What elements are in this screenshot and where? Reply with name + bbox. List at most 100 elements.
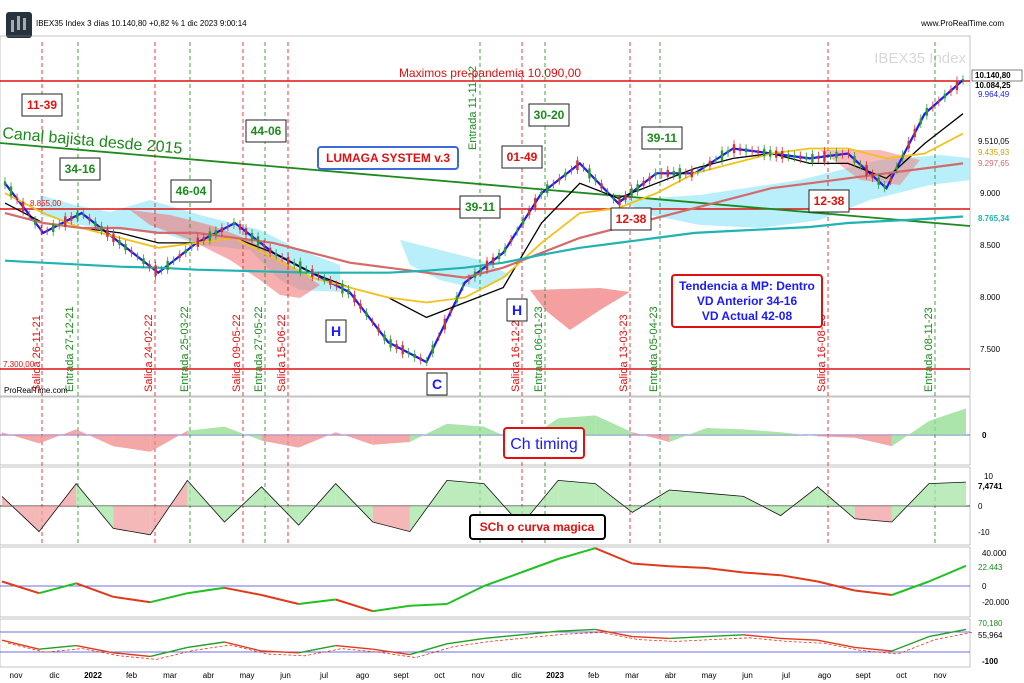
- candle-body: [317, 275, 320, 277]
- candle-body: [274, 253, 278, 256]
- candle-body: [443, 318, 447, 330]
- x-tick: dic: [49, 671, 59, 680]
- candle-body: [214, 230, 218, 236]
- indicator-area: [669, 428, 707, 442]
- x-tick: mar: [163, 671, 177, 680]
- candle-body: [576, 160, 579, 171]
- x-tick: ago: [818, 671, 832, 680]
- signal-label: Salida 09-05-22: [231, 314, 243, 392]
- candle-body: [359, 303, 362, 309]
- osc-segment: [150, 646, 188, 658]
- candle-body: [847, 153, 850, 155]
- indicator-area: [372, 435, 410, 445]
- app-icon: [6, 12, 32, 38]
- x-tick: sept: [393, 671, 409, 680]
- candle-body: [744, 148, 748, 153]
- osc-segment: [780, 637, 818, 641]
- signal-label: Entrada 27-12-21: [64, 306, 76, 392]
- candle-body: [606, 191, 609, 193]
- osc-signal: [7, 631, 973, 660]
- osc-segment: [113, 652, 151, 658]
- osc-segment: [150, 592, 188, 604]
- signal-label: Salida 13-03-23: [618, 314, 630, 392]
- watermark: IBEX35 Index: [874, 50, 966, 67]
- candle-body: [762, 148, 766, 157]
- osc-segment: [39, 644, 77, 650]
- candle-body: [299, 261, 302, 273]
- osc-segment: [854, 646, 892, 652]
- osc-segment: [520, 558, 559, 574]
- candle-body: [473, 271, 477, 278]
- annotation-label: 44-06: [251, 124, 282, 138]
- candle-body: [437, 336, 441, 338]
- x-tick: nov: [472, 671, 485, 680]
- candle-body: [871, 173, 874, 179]
- annotation-label: 46-04: [176, 184, 207, 198]
- candle-body: [738, 147, 742, 152]
- candle-body: [323, 278, 326, 281]
- x-tick: jun: [279, 671, 291, 680]
- candle-body: [118, 240, 121, 245]
- candle-body: [305, 269, 308, 271]
- candle-body: [449, 310, 453, 313]
- osc-segment: [521, 630, 559, 636]
- osc-segment: [928, 564, 967, 583]
- candle-body: [455, 295, 459, 303]
- candle-body: [853, 155, 856, 163]
- candle-body: [558, 178, 561, 181]
- candle-body: [256, 236, 260, 246]
- osc-segment: [669, 635, 707, 640]
- series-line-4: [4, 215, 964, 274]
- osc-segment: [335, 644, 373, 650]
- indicator-area: [39, 429, 77, 444]
- candle-body: [756, 150, 760, 154]
- osc-segment: [261, 650, 299, 654]
- x-tick: jun: [741, 671, 753, 680]
- candle-body: [503, 247, 507, 253]
- candle-body: [347, 289, 350, 295]
- indicator-area: [595, 415, 633, 435]
- candle-body: [781, 150, 784, 159]
- candle-body: [371, 321, 374, 323]
- candle-body: [365, 312, 368, 316]
- candle-body: [39, 228, 43, 232]
- indicator-area: [928, 482, 966, 506]
- osc-segment: [706, 634, 744, 638]
- candle-body: [949, 89, 953, 93]
- candle-body: [823, 151, 826, 162]
- x-tick: oct: [896, 671, 907, 680]
- indicator-area: [187, 426, 225, 435]
- osc-segment: [595, 628, 633, 638]
- candle-body: [793, 155, 796, 158]
- osc-segment: [891, 635, 930, 652]
- osc-segment: [557, 547, 596, 560]
- candle-body: [70, 216, 73, 221]
- candle-body: [540, 191, 543, 196]
- indicator-area: [150, 430, 188, 452]
- candle-body: [220, 227, 224, 233]
- site-url[interactable]: www.ProRealTime.com: [921, 19, 1004, 28]
- candle-body: [678, 168, 682, 179]
- candle-body: [148, 264, 151, 268]
- chart-title: IBEX35 Index 3 días 10.140,80 +0,82 % 1 …: [36, 19, 247, 28]
- candle-body: [497, 252, 501, 260]
- candle-body: [467, 278, 471, 281]
- price-tick: 9.964,49: [978, 90, 1010, 99]
- candle-body: [889, 178, 892, 182]
- ind3-tick: -20.000: [982, 598, 1010, 607]
- indicator-area: [891, 421, 929, 447]
- candle-body: [564, 172, 567, 177]
- candle-body: [534, 198, 537, 208]
- candle-body: [835, 151, 838, 159]
- osc-segment: [224, 641, 262, 652]
- osc-segment: [669, 565, 707, 569]
- candle-body: [877, 177, 880, 185]
- candle-body: [479, 268, 483, 272]
- candle-body: [280, 256, 284, 258]
- x-tick: 2022: [84, 671, 102, 680]
- candle-body: [829, 155, 832, 157]
- indicator-area: [854, 506, 892, 522]
- candle-body: [27, 214, 31, 216]
- candle-body: [3, 181, 7, 186]
- candle-body: [931, 105, 935, 108]
